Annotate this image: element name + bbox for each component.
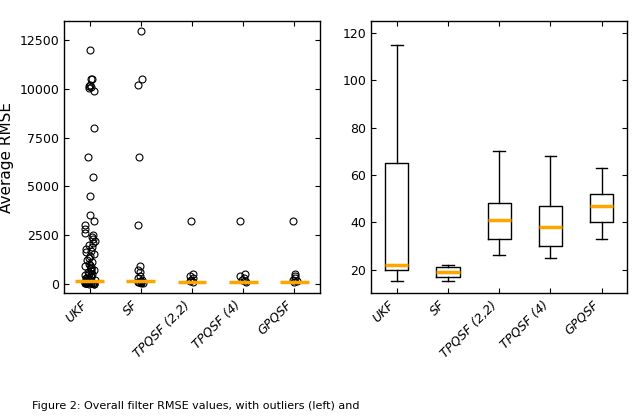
Text: Figure 2: Overall filter RMSE values, with outliers (left) and: Figure 2: Overall filter RMSE values, wi… [32, 401, 360, 411]
Y-axis label: Average RMSE: Average RMSE [0, 102, 13, 212]
